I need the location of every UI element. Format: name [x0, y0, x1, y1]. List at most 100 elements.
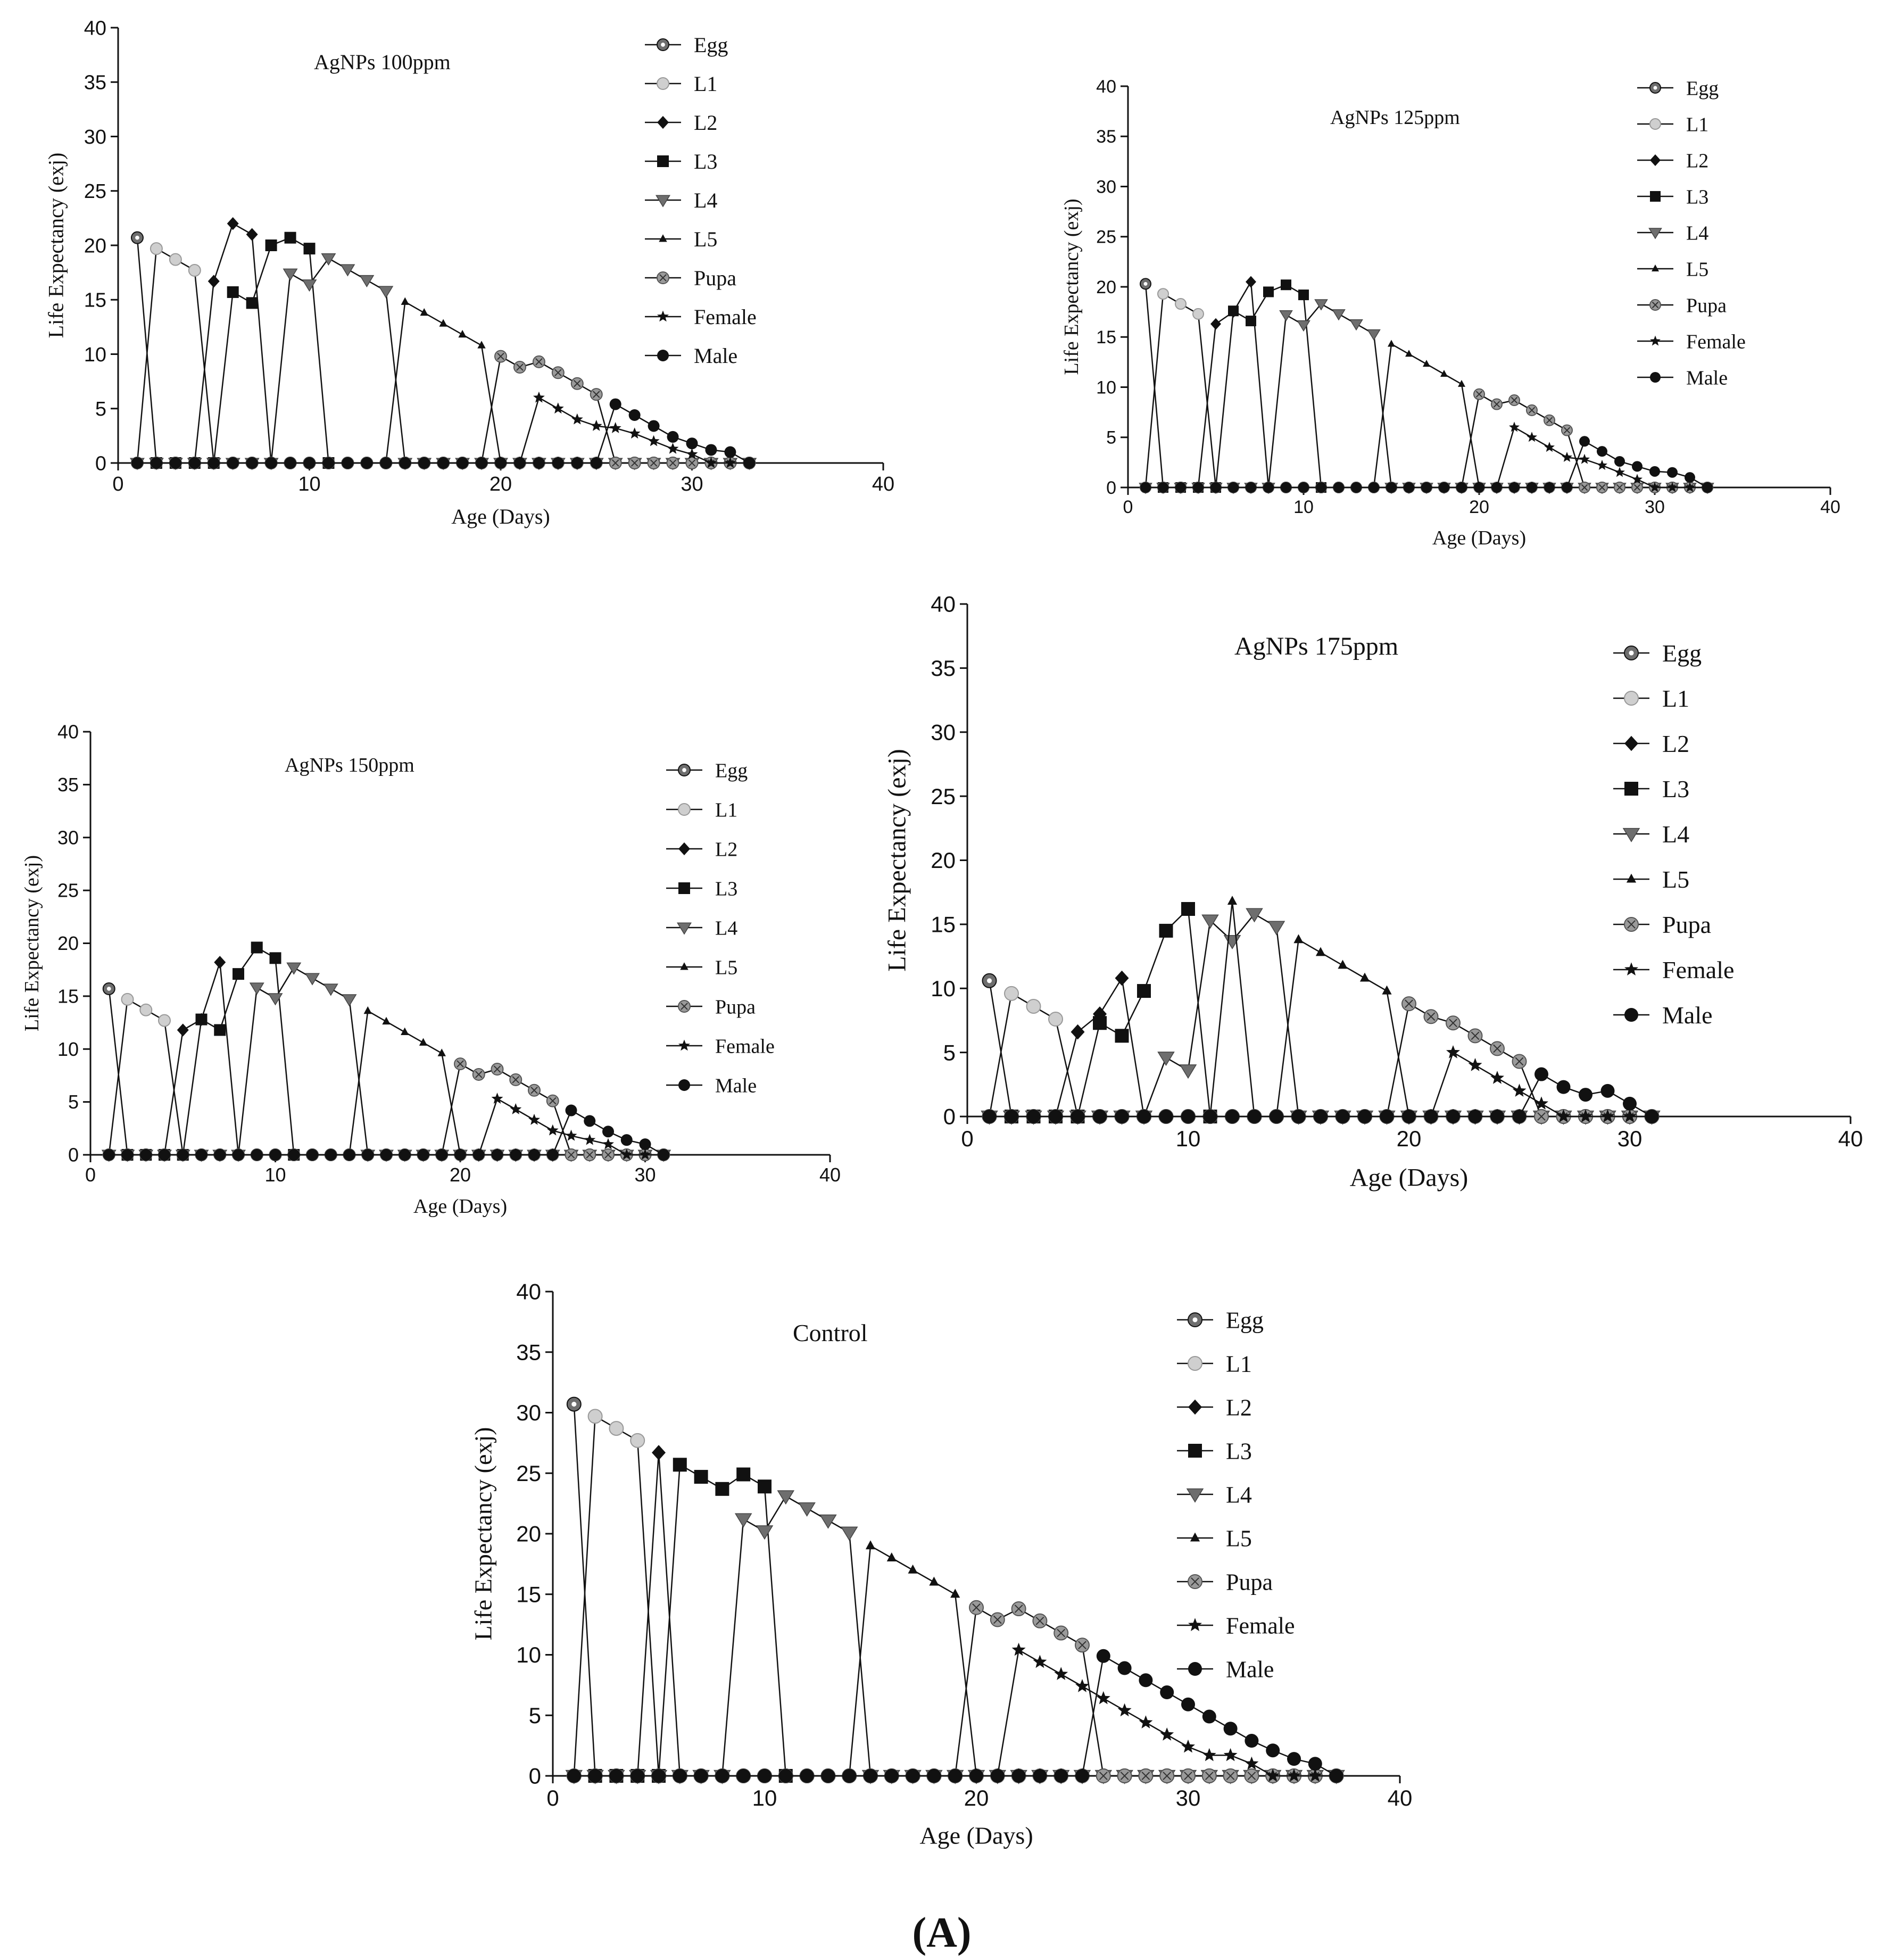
- legend-label-l1: L1: [1226, 1351, 1252, 1377]
- legend: Egg L1 L2 L3 L4 L5 Pupa Female Male: [645, 33, 757, 368]
- data-point-male: [609, 1769, 624, 1783]
- data-point-female: [1562, 452, 1572, 462]
- data-point-l3: [758, 1479, 772, 1494]
- data-point-male: [673, 1769, 687, 1783]
- data-point-l2: [1071, 1024, 1085, 1040]
- y-tick-label: 15: [516, 1582, 541, 1607]
- data-point-l2: [1210, 318, 1221, 330]
- data-point-male: [361, 457, 373, 469]
- data-point-female: [1033, 1655, 1047, 1668]
- legend-marker-l1: [678, 803, 691, 816]
- data-point-male: [1203, 1110, 1217, 1123]
- data-point-pupa-cross: [1493, 401, 1500, 408]
- y-tick-label: 35: [516, 1339, 541, 1364]
- legend-label-l5: L5: [1662, 866, 1689, 893]
- data-point-l5: [458, 329, 467, 338]
- data-point-male: [1380, 1110, 1394, 1123]
- legend-marker-pupa-cross: [1652, 301, 1659, 309]
- y-tick-label: 40: [1096, 77, 1116, 97]
- chart-title: AgNPs 175ppm: [1234, 632, 1398, 660]
- data-point-male: [1115, 1110, 1129, 1123]
- data-point-pupa-cross: [688, 459, 696, 467]
- data-point-l3: [1298, 290, 1309, 301]
- data-point-male: [1228, 482, 1239, 493]
- series-l3-line: [127, 947, 295, 1156]
- legend-marker-l5: [659, 234, 667, 242]
- data-point-l4: [1223, 935, 1241, 949]
- data-point-male: [588, 1769, 602, 1783]
- legend-label-male: Male: [1226, 1656, 1274, 1682]
- data-point-l3: [246, 297, 258, 309]
- data-point-male: [159, 1149, 170, 1161]
- data-point-female: [1623, 1109, 1637, 1122]
- series-egg-line: [989, 980, 1652, 1118]
- x-axis-title: Age (Days): [1432, 527, 1526, 549]
- legend-label-l2: L2: [694, 111, 717, 135]
- data-point-female: [1600, 1109, 1615, 1122]
- data-point-pupa-cross: [1598, 484, 1606, 491]
- data-point-l4: [340, 264, 355, 277]
- data-point-male: [510, 1149, 522, 1161]
- y-tick-label: 15: [57, 985, 79, 1007]
- legend-marker-female: [657, 310, 669, 322]
- legend-label-l5: L5: [715, 956, 737, 979]
- data-point-female: [667, 442, 679, 454]
- chart-title: AgNPs 150ppm: [285, 754, 414, 776]
- series-male-line: [137, 403, 750, 464]
- legend-label-female: Female: [694, 305, 757, 329]
- data-point-male: [1193, 482, 1204, 493]
- legend-marker-female: [1188, 1618, 1202, 1631]
- data-point-pupa-cross: [567, 1151, 575, 1159]
- data-point-female: [584, 1134, 596, 1145]
- data-point-l4: [1367, 329, 1381, 341]
- data-point-male: [1159, 1110, 1173, 1123]
- data-point-male: [214, 1149, 226, 1161]
- data-point-male: [1402, 1110, 1416, 1123]
- data-point-male: [1308, 1757, 1322, 1771]
- y-tick-label: 40: [516, 1279, 541, 1304]
- y-tick-label: 15: [1096, 327, 1116, 348]
- data-point-female: [620, 1148, 633, 1160]
- data-point-female: [1181, 1739, 1195, 1753]
- series-egg: [982, 973, 1660, 1124]
- legend-marker-female: [678, 1039, 690, 1051]
- data-point-female: [1117, 1703, 1132, 1717]
- legend-label-l5: L5: [1226, 1525, 1252, 1551]
- legend-label-l4: L4: [1226, 1482, 1252, 1508]
- data-point-female: [1527, 432, 1537, 442]
- data-point-l5: [865, 1540, 876, 1550]
- data-point-male: [1223, 1722, 1238, 1736]
- data-point-male: [1632, 461, 1643, 472]
- data-point-l5: [419, 1038, 428, 1046]
- data-point-pupa-cross: [1633, 484, 1641, 491]
- data-point-male: [1139, 1673, 1153, 1688]
- data-point-l3: [715, 1482, 729, 1496]
- y-tick-label: 40: [57, 721, 79, 743]
- data-point-pupa-cross: [1226, 1772, 1235, 1780]
- legend-marker-l5: [680, 962, 689, 970]
- data-point-l5: [1338, 960, 1348, 969]
- data-point-male: [1491, 482, 1502, 493]
- data-point-male: [1579, 436, 1590, 447]
- data-point-male: [1202, 1709, 1216, 1724]
- data-point-male: [246, 457, 258, 469]
- x-tick-label: 20: [1397, 1126, 1422, 1151]
- data-point-l5: [1405, 350, 1413, 357]
- data-point-l2: [227, 217, 239, 230]
- data-point-male: [251, 1149, 263, 1161]
- x-tick-label: 20: [450, 1164, 471, 1186]
- series-pupa-line: [109, 1063, 664, 1156]
- data-point-male: [1333, 482, 1344, 493]
- data-point-l4: [283, 268, 298, 281]
- data-point-male: [1117, 1661, 1132, 1675]
- legend-label-l2: L2: [1686, 150, 1708, 172]
- data-point-pupa-cross: [611, 459, 619, 467]
- data-point-male: [620, 1134, 633, 1146]
- data-point-male: [1702, 482, 1713, 493]
- legend-marker-l2: [1188, 1399, 1202, 1415]
- y-tick-label: 25: [84, 180, 106, 203]
- data-point-male: [609, 398, 621, 410]
- data-point-l3: [1263, 286, 1274, 297]
- y-tick-label: 10: [1096, 377, 1116, 398]
- data-point-l3: [269, 952, 281, 964]
